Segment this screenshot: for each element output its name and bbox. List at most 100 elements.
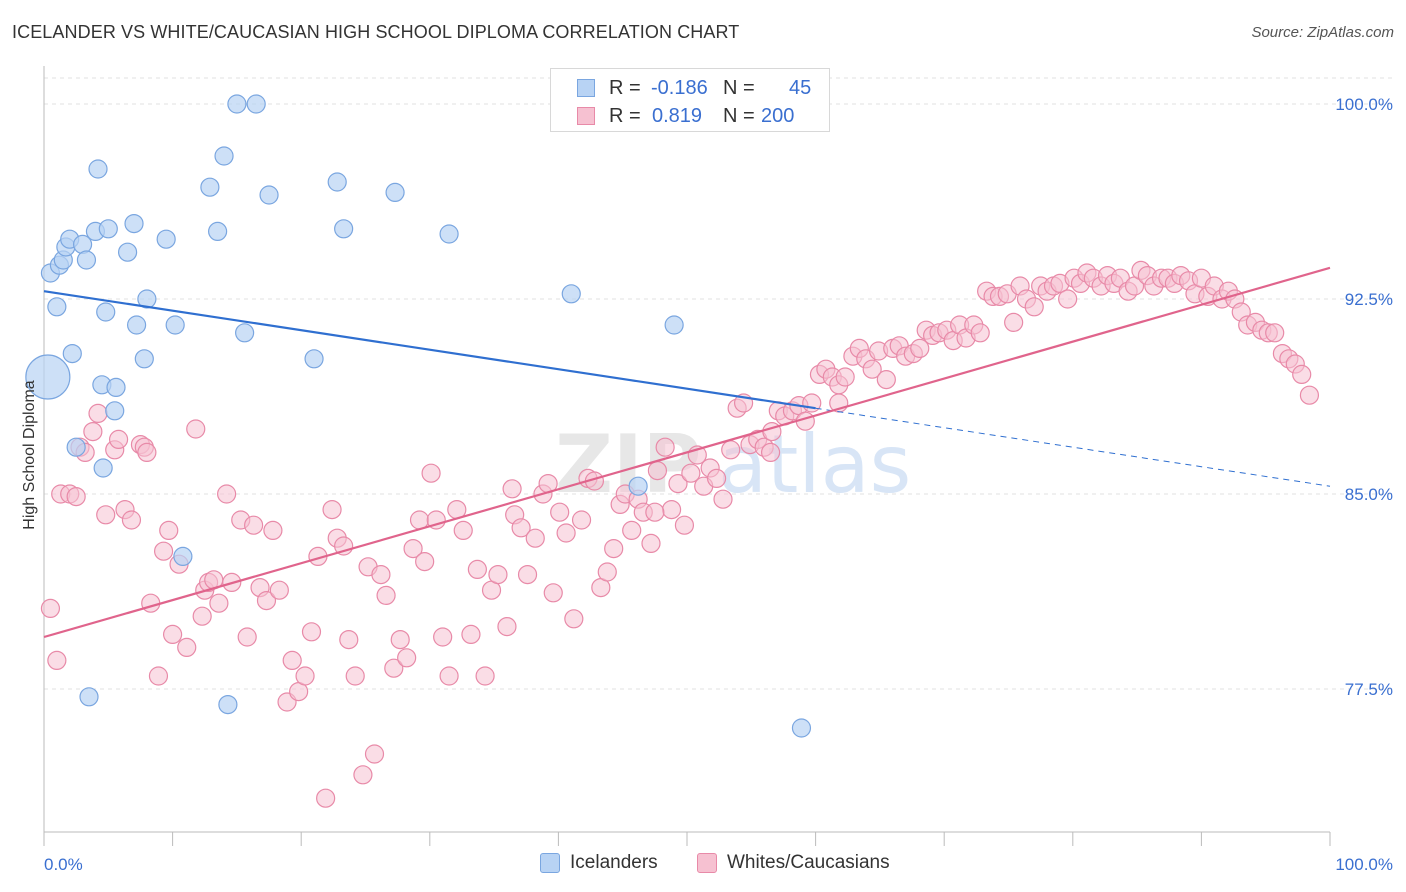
whites-trend-line [43, 266, 1331, 639]
icelanders-point [246, 94, 266, 114]
y-axis-label: High School Diploma [21, 380, 38, 530]
whites-point [163, 624, 183, 645]
whites-point [543, 583, 563, 603]
icelanders-point [134, 349, 154, 369]
whites-point [322, 500, 342, 520]
whites-point [517, 564, 538, 585]
legend-n-label: N = [723, 105, 755, 127]
icelanders-point [96, 302, 116, 322]
icelanders-point [47, 297, 67, 317]
legend-n-value: 45 [789, 77, 812, 99]
whites-point [426, 510, 446, 530]
whites-point [488, 564, 508, 585]
whites-point [502, 479, 522, 499]
icelanders-point [126, 315, 147, 335]
icelanders-point [62, 344, 82, 364]
whites-point [760, 442, 781, 462]
whites-point [66, 487, 86, 507]
icelanders-point [327, 172, 347, 192]
legend-n-value: 200 [761, 105, 795, 127]
source-label: Source: ZipAtlas.com [1251, 24, 1394, 41]
whites-point [159, 520, 179, 541]
icelanders-point [76, 250, 97, 270]
legend-n-label: N = [723, 77, 755, 99]
whites-point [47, 650, 67, 671]
whites-point [525, 528, 545, 548]
whites-point [108, 429, 129, 449]
legend-label-whites: Whites/Caucasians [727, 852, 890, 873]
icelanders-point [124, 214, 144, 234]
whites-point [121, 510, 142, 530]
whites-point [153, 541, 174, 561]
whites-point [439, 666, 459, 686]
whites-point [453, 520, 473, 541]
whites-point [647, 461, 668, 481]
whites-point [668, 474, 688, 494]
whites-point [371, 564, 391, 585]
whites-point [1292, 364, 1312, 384]
x-tick-label: 100.0% [1335, 855, 1393, 874]
icelanders-point [561, 284, 581, 304]
whites-point [192, 606, 212, 626]
icelanders-point [259, 185, 279, 205]
whites-point [1058, 289, 1078, 309]
icelanders-point [791, 718, 812, 738]
bottom-legend: Icelanders Whites/Caucasians [0, 850, 1406, 880]
whites-point [244, 515, 264, 535]
icelanders-point [334, 219, 354, 239]
whites-point [511, 518, 531, 538]
legend-swatch-icelanders [577, 79, 595, 97]
legend-r-value: 0.819 [652, 105, 703, 127]
x-tick-labels: 0.0% 100.0% [44, 855, 1393, 874]
icelanders-point [385, 182, 405, 202]
icelanders-point [214, 146, 234, 166]
whites-point [397, 648, 417, 668]
watermark-text: atlas [718, 418, 911, 511]
watermark: ZIP atlas [555, 418, 911, 511]
whites-point [141, 593, 161, 613]
whites-point [706, 468, 727, 488]
legend-r-label: R = [609, 105, 641, 127]
whites-point [1299, 385, 1320, 405]
whites-point [713, 489, 733, 509]
whites-point [177, 637, 197, 658]
whites-point [40, 598, 61, 619]
whites-point [550, 502, 570, 522]
icelanders-trend-line [43, 290, 816, 410]
icelanders-point [25, 354, 71, 400]
whites-point [148, 666, 169, 686]
icelanders-point [66, 437, 86, 457]
whites-point [1004, 312, 1024, 332]
axes [43, 66, 1331, 846]
whites-point [384, 658, 404, 678]
x-tick-label: 0.0% [44, 855, 83, 874]
whites-point [641, 533, 661, 554]
icelanders-point [664, 315, 684, 335]
whites-point [681, 463, 701, 483]
whites-points [40, 260, 1320, 808]
whites-point [802, 393, 822, 413]
whites-point [217, 484, 237, 504]
icelanders-point [88, 159, 108, 179]
whites-point [269, 580, 289, 600]
grid [44, 77, 1395, 690]
whites-point [256, 590, 277, 611]
legend-swatch-whites [577, 107, 595, 125]
icelanders-points [25, 94, 812, 738]
whites-point [353, 765, 373, 785]
whites-point [655, 437, 675, 457]
whites-point [301, 622, 322, 642]
icelanders-point [105, 401, 125, 421]
whites-point [835, 367, 855, 387]
whites-point [96, 505, 116, 525]
whites-point [645, 502, 665, 522]
whites-point [497, 616, 517, 637]
icelanders-point [439, 224, 459, 244]
whites-point [339, 629, 359, 650]
whites-point [376, 585, 396, 606]
whites-point [364, 744, 385, 764]
icelanders-point [106, 377, 126, 397]
icelanders-point [98, 219, 118, 239]
whites-point [910, 338, 930, 358]
